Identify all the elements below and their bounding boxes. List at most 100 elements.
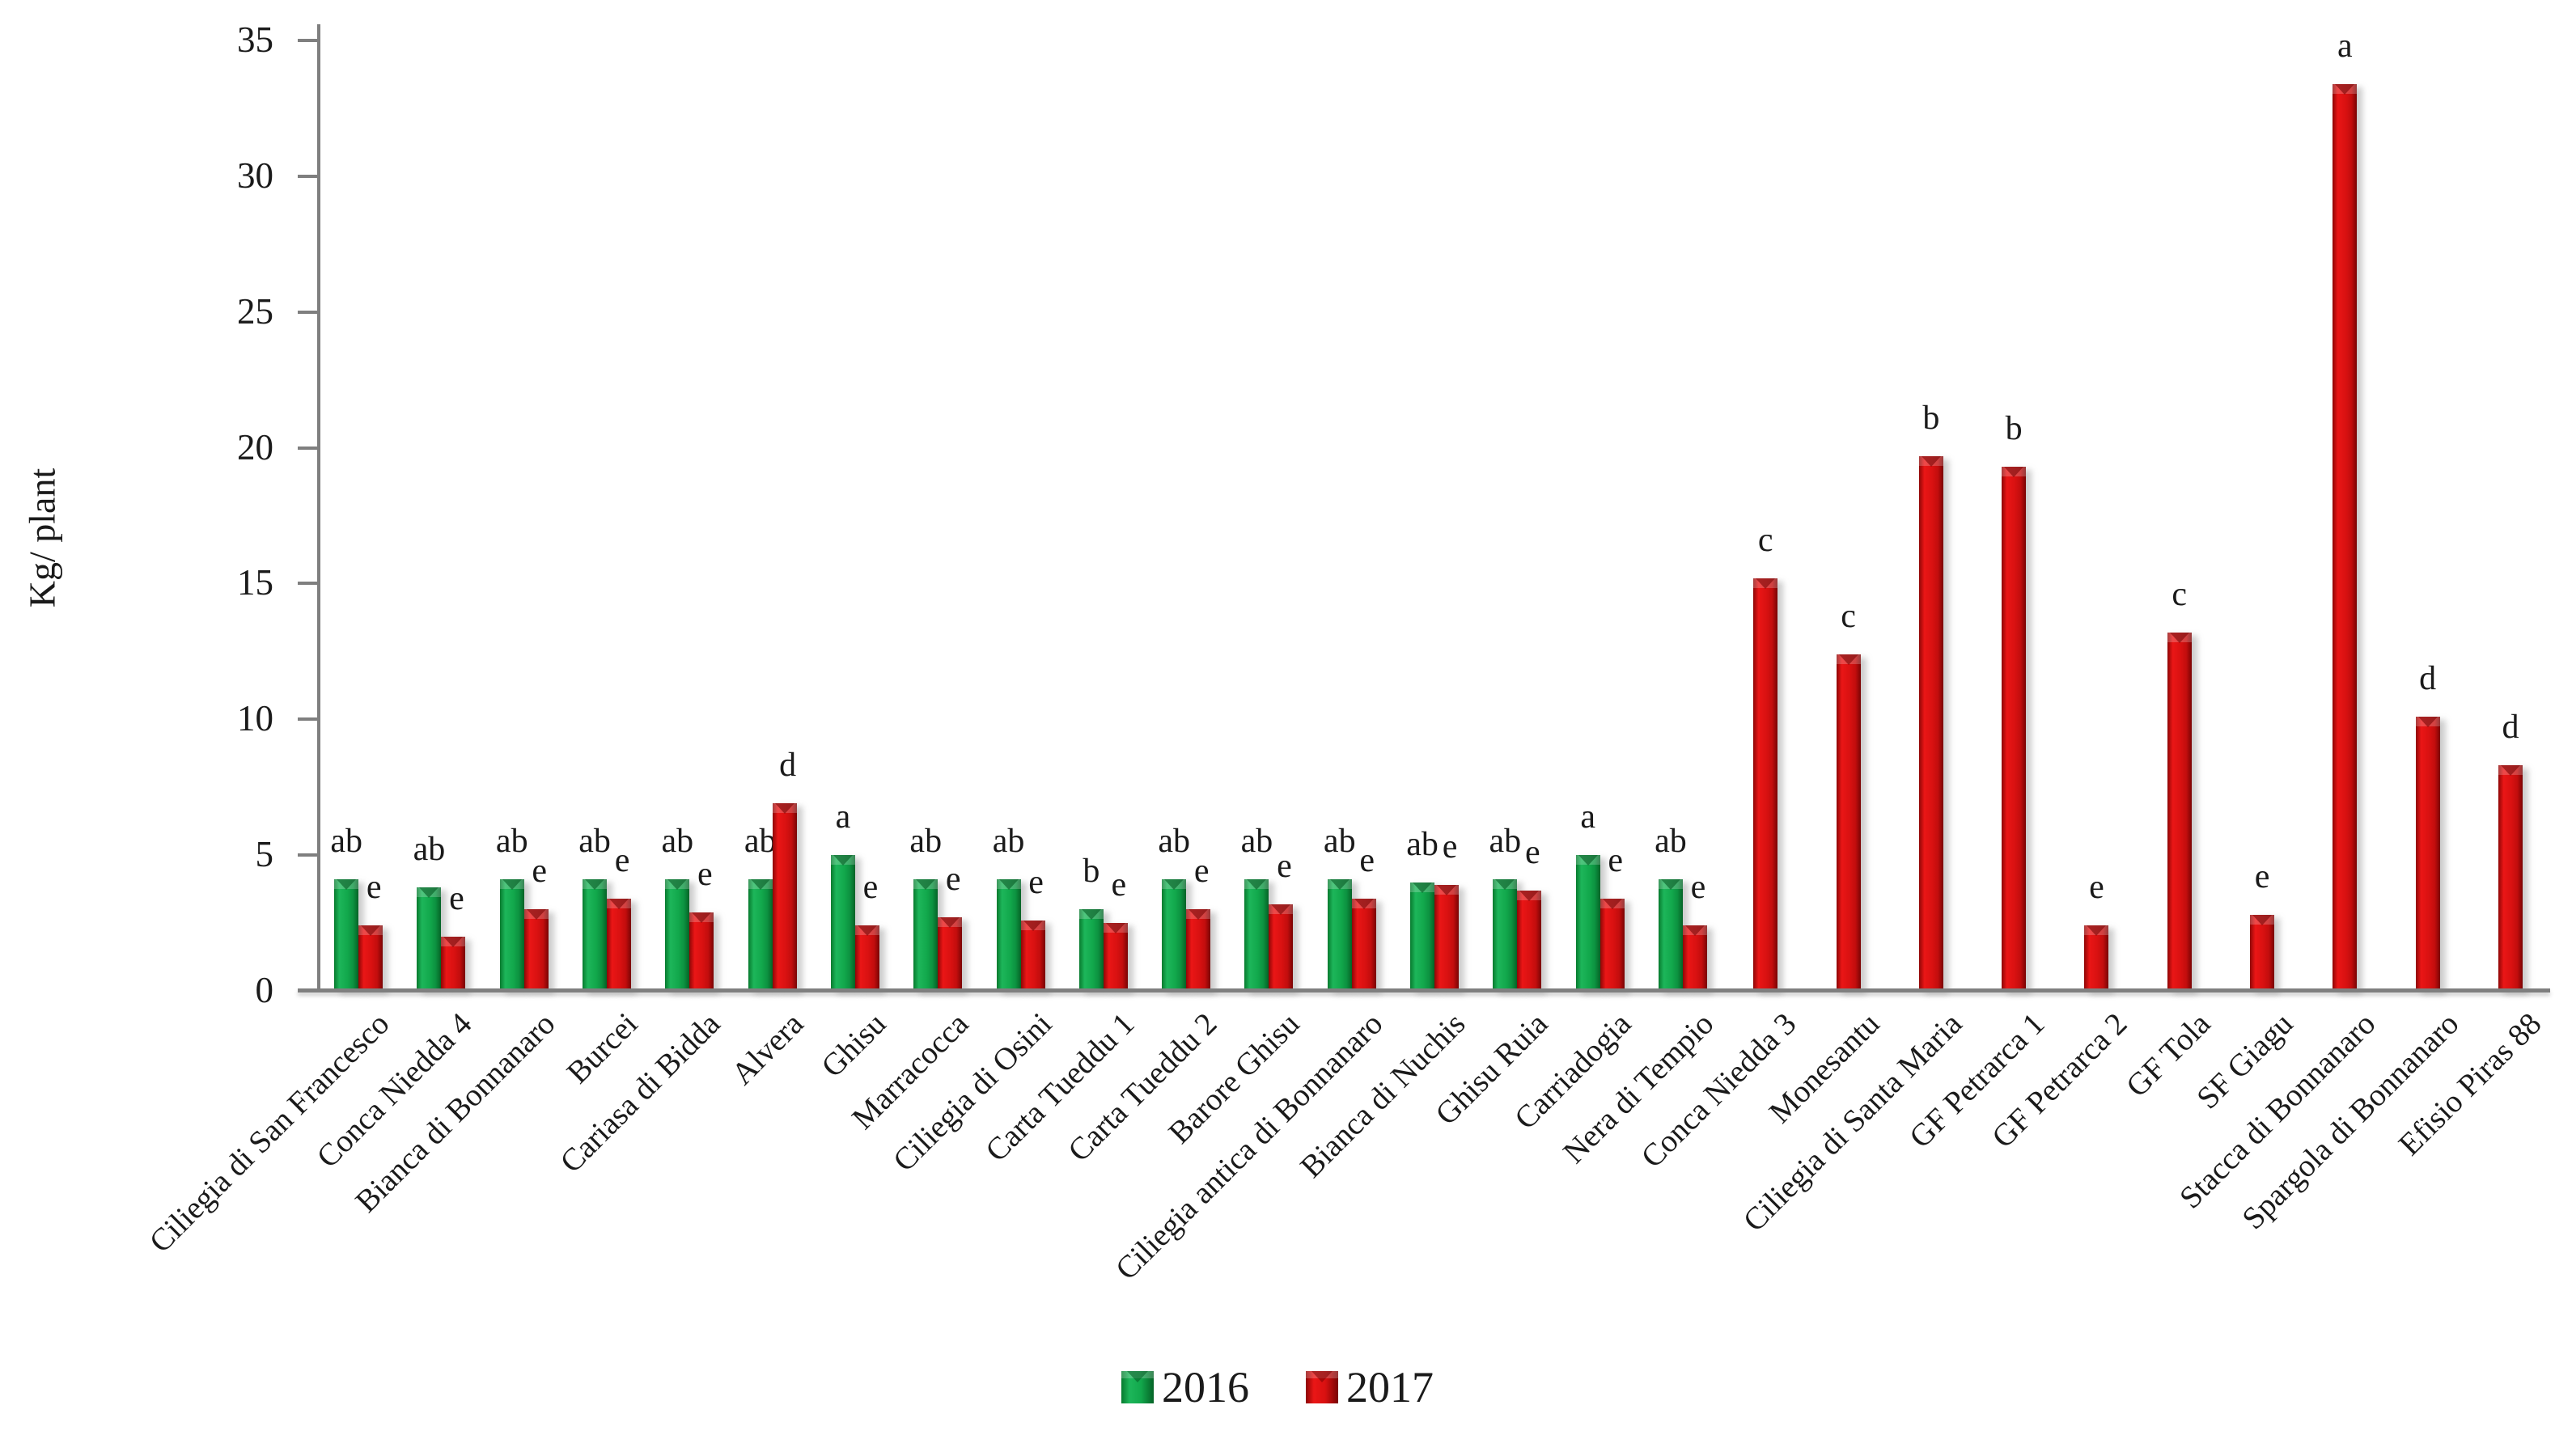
significance-letter: ab bbox=[413, 831, 446, 868]
bar-2016 bbox=[1162, 879, 1187, 991]
significance-letter: ab bbox=[1323, 823, 1356, 860]
bar-2017 bbox=[772, 803, 797, 991]
significance-letter: d bbox=[779, 747, 797, 784]
significance-letter: e bbox=[2089, 869, 2104, 906]
significance-letter: ab bbox=[1489, 823, 1522, 860]
significance-letter: ab bbox=[744, 823, 777, 860]
bar-2016 bbox=[1078, 909, 1104, 991]
bar-2017 bbox=[2498, 765, 2523, 991]
significance-letter: e bbox=[1028, 864, 1044, 901]
legend-item-2017: 2017 bbox=[1306, 1365, 1434, 1409]
bar-2016 bbox=[1493, 879, 1518, 991]
significance-letter: c bbox=[1757, 522, 1773, 559]
bar-2017 bbox=[938, 917, 963, 991]
bar-2017 bbox=[1269, 904, 1294, 991]
bar-2017 bbox=[2002, 467, 2027, 991]
significance-letter: ab bbox=[495, 823, 528, 860]
bar-2017 bbox=[1600, 899, 1625, 991]
bar-2017 bbox=[1103, 923, 1128, 991]
bar-2017 bbox=[607, 899, 632, 991]
y-tick-mark bbox=[298, 717, 317, 722]
significance-letter: e bbox=[1608, 842, 1623, 879]
bar-2016 bbox=[748, 879, 773, 991]
significance-letter: e bbox=[1442, 828, 1458, 866]
bar-2017 bbox=[2084, 925, 2109, 991]
significance-letter: e bbox=[532, 853, 548, 890]
y-tick-label: 10 bbox=[237, 698, 273, 739]
y-tick-mark bbox=[298, 310, 317, 314]
bar-2016 bbox=[499, 879, 524, 991]
bar-2017 bbox=[2333, 84, 2358, 991]
bar-2016 bbox=[665, 879, 690, 991]
significance-letter: a bbox=[2337, 28, 2353, 65]
bar-2017 bbox=[358, 925, 383, 991]
y-tick-label: 20 bbox=[237, 426, 273, 468]
bar-2017 bbox=[1682, 925, 1707, 991]
legend-swatch-2017-icon bbox=[1306, 1371, 1338, 1403]
y-tick-label: 15 bbox=[237, 562, 273, 603]
bar-2017 bbox=[1351, 899, 1376, 991]
y-axis-line bbox=[317, 24, 320, 993]
significance-letter: e bbox=[1193, 853, 1210, 890]
bar-2017 bbox=[523, 909, 549, 991]
legend-label-2016: 2016 bbox=[1162, 1363, 1249, 1412]
legend-label-2017: 2017 bbox=[1346, 1363, 1434, 1412]
y-tick-label: 25 bbox=[237, 290, 273, 332]
significance-letter: e bbox=[945, 861, 961, 898]
bar-2017 bbox=[1753, 578, 1778, 991]
significance-letter: a bbox=[835, 798, 851, 836]
significance-letter: b bbox=[1922, 400, 1940, 437]
y-tick-label: 35 bbox=[237, 19, 273, 60]
bar-2016 bbox=[1327, 879, 1352, 991]
y-tick-mark bbox=[298, 174, 317, 178]
significance-letter: e bbox=[614, 842, 630, 879]
x-axis-line bbox=[298, 988, 2550, 993]
legend: 2016 2017 bbox=[0, 1365, 2555, 1409]
significance-letter: a bbox=[1580, 798, 1595, 836]
bar-2016 bbox=[913, 879, 939, 991]
bar-2016 bbox=[1244, 879, 1269, 991]
legend-item-2016: 2016 bbox=[1121, 1365, 1249, 1409]
significance-letter: e bbox=[1690, 869, 1706, 906]
x-tick-label: Ghisu bbox=[815, 1006, 893, 1085]
y-tick-label: 30 bbox=[237, 154, 273, 196]
significance-letter: b bbox=[2005, 410, 2023, 447]
bar-2017 bbox=[1918, 456, 1943, 991]
significance-letter: d bbox=[2502, 709, 2519, 746]
significance-letter: ab bbox=[909, 823, 943, 860]
significance-letter: ab bbox=[330, 823, 362, 860]
bar-2016 bbox=[830, 855, 855, 991]
y-axis-title: Kg/ plant bbox=[21, 468, 63, 608]
bar-2017 bbox=[1434, 885, 1460, 991]
significance-letter: e bbox=[366, 869, 382, 906]
significance-letter: ab bbox=[1240, 823, 1273, 860]
significance-letter: e bbox=[862, 869, 879, 906]
significance-letter: e bbox=[1277, 848, 1292, 885]
significance-letter: ab bbox=[1406, 826, 1439, 863]
x-tick-label: Alvera bbox=[724, 1006, 811, 1092]
y-tick-mark bbox=[298, 853, 317, 857]
significance-letter: e bbox=[1525, 834, 1540, 871]
significance-letter: ab bbox=[661, 823, 694, 860]
bar-2016 bbox=[1410, 882, 1435, 991]
bar-2017 bbox=[441, 937, 466, 991]
bar-2017 bbox=[1517, 891, 1542, 991]
x-tick-label: Efisio Piras 88 bbox=[2392, 1006, 2549, 1162]
significance-letter: c bbox=[2172, 576, 2188, 613]
bar-2017 bbox=[689, 912, 714, 991]
y-tick-mark bbox=[298, 39, 317, 42]
legend-swatch-2016-icon bbox=[1121, 1371, 1154, 1403]
bar-2017 bbox=[1020, 921, 1045, 991]
y-tick-label: 0 bbox=[255, 970, 274, 1010]
bar-2017 bbox=[2415, 717, 2440, 991]
y-tick-label: 5 bbox=[255, 834, 274, 875]
significance-letter: ab bbox=[992, 823, 1025, 860]
significance-letter: ab bbox=[1158, 823, 1190, 860]
significance-letter: e bbox=[697, 856, 713, 893]
y-tick-mark bbox=[298, 582, 317, 586]
bar-2017 bbox=[1186, 909, 1211, 991]
bar-2017 bbox=[2167, 633, 2192, 991]
bar-2016 bbox=[1658, 879, 1683, 991]
significance-letter: ab bbox=[1655, 823, 1687, 860]
